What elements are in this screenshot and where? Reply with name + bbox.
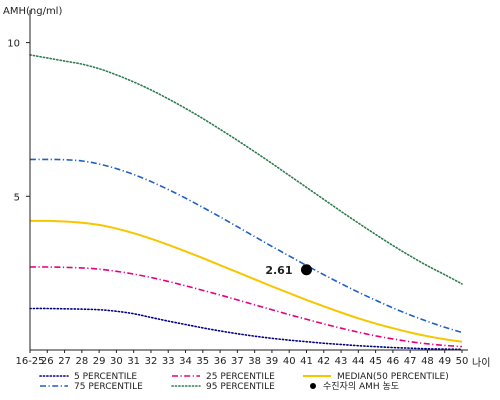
series-line-1 xyxy=(29,307,463,351)
x-tick-label: 35 xyxy=(196,356,209,367)
x-tick-label: 36 xyxy=(214,356,227,367)
legend: 5 PERCENTILE 25 PERCENTILE MEDIAN(50 PERCE… xyxy=(39,372,449,392)
x-tick-label: 46 xyxy=(387,356,400,367)
x-tick-label: 32 xyxy=(145,356,158,367)
point-layer: 2.61 xyxy=(265,264,312,277)
x-tick-label: 26 xyxy=(41,356,54,367)
y-tick-label: 10 xyxy=(7,39,20,50)
x-tick-label: 40 xyxy=(283,356,296,367)
x-tick-label: 41 xyxy=(300,356,313,367)
x-tick-label: 50 xyxy=(456,356,469,367)
x-tick-label: 31 xyxy=(127,356,140,367)
x-tick-label: 29 xyxy=(93,356,106,367)
x-tick-label: 49 xyxy=(438,356,451,367)
patient-amh-value-label: 2.61 xyxy=(265,264,292,277)
legend-label-2: 25 PERCENTILE xyxy=(206,372,275,382)
series-line-2 xyxy=(29,266,463,348)
x-tick-label: 44 xyxy=(352,356,365,367)
x-tick-label: 39 xyxy=(266,356,279,367)
legend-label-4: 75 PERCENTILE xyxy=(74,382,143,392)
series-layer xyxy=(29,54,463,351)
x-tick-label: 38 xyxy=(248,356,261,367)
x-tick-label: 37 xyxy=(231,356,244,367)
legend-point-label: 수진자의 AMH 농도 xyxy=(323,381,399,392)
x-tick-label: 16-25 xyxy=(15,356,44,367)
x-tick-label: 48 xyxy=(421,356,434,367)
legend-label-5: 95 PERCENTILE xyxy=(206,382,275,392)
series-line-3 xyxy=(29,219,463,343)
legend-label-3: MEDIAN(50 PERCENTILE) xyxy=(337,372,449,382)
x-tick-label: 30 xyxy=(110,356,123,367)
x-tick-label: 45 xyxy=(369,356,382,367)
patient-amh-point xyxy=(300,264,312,276)
x-tick-label: 42 xyxy=(317,356,330,367)
legend-label-1: 5 PERCENTILE xyxy=(74,372,137,382)
x-tick-label: 34 xyxy=(179,356,192,367)
x-tick-label: 28 xyxy=(75,356,88,367)
x-tick-label: 33 xyxy=(162,356,175,367)
y-axis-title: AMH(ng/ml) xyxy=(3,6,62,17)
x-tick-label: 27 xyxy=(58,356,71,367)
x-tick-label: 43 xyxy=(335,356,348,367)
x-tick-label: 47 xyxy=(404,356,417,367)
y-tick-label: 5 xyxy=(14,192,20,203)
series-line-4 xyxy=(29,158,463,334)
x-axis-title: 나이 xyxy=(472,357,490,369)
legend-point-swatch xyxy=(310,383,316,389)
series-line-5 xyxy=(29,54,463,285)
